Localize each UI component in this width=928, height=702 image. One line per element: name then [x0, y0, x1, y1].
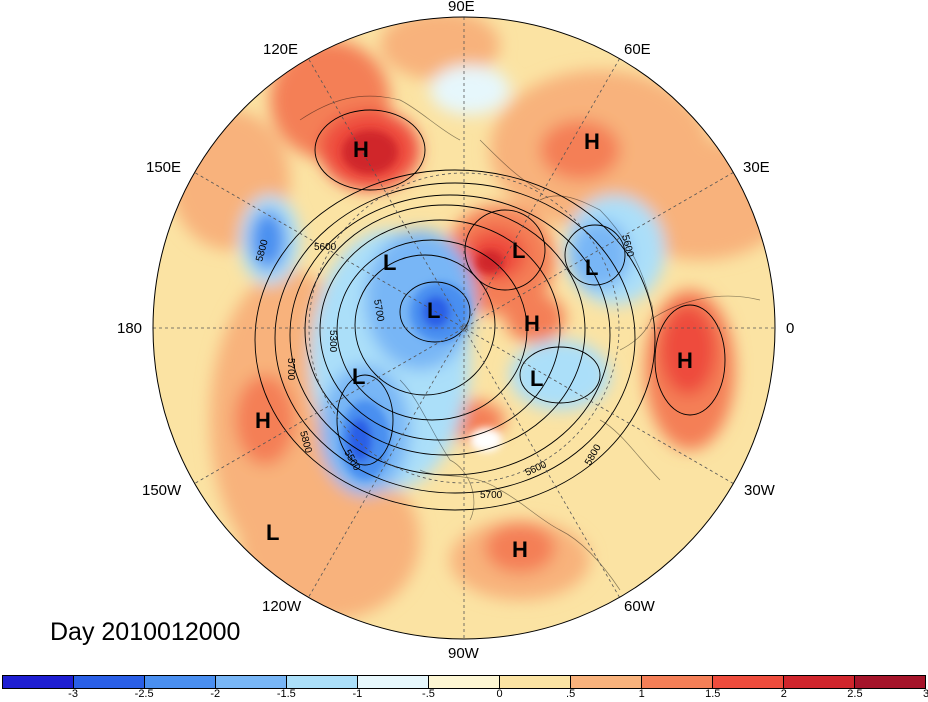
coastlines [299, 95, 761, 591]
low-pressure-center: L [530, 366, 543, 391]
longitude-label: 120W [262, 598, 302, 615]
high-pressure-center: H [677, 348, 693, 373]
high-pressure-center: H [512, 537, 528, 562]
colorbar-swatch [145, 676, 216, 688]
longitude-label: 0 [786, 320, 795, 337]
colorbar-swatch [784, 676, 855, 688]
graticule [153, 17, 775, 639]
colorbar-swatch [642, 676, 713, 688]
high-pressure-center: H [255, 408, 271, 433]
colorbar-swatch [74, 676, 145, 688]
colorbar-tick-label: 0 [496, 688, 503, 700]
high-pressure-center: H [584, 129, 600, 154]
longitude-label: 150W [142, 482, 182, 499]
contour-label: 5700 [371, 299, 386, 323]
anomaly-field [153, 17, 775, 639]
map-boundary [152, 16, 776, 640]
low-pressure-center: L [383, 250, 396, 275]
low-pressure-center: L [585, 255, 598, 280]
longitude-label: 30E [743, 159, 770, 176]
colorbar-tick-label: 1.5 [705, 688, 721, 700]
longitude-label: 60E [624, 41, 651, 58]
colorbar-tick-label: 1 [638, 688, 645, 700]
contour-label: 5700 [285, 358, 296, 381]
low-pressure-center: L [512, 238, 525, 263]
colorbar-tick-label: -2.5 [134, 688, 154, 700]
colorbar-tick-label: -2 [210, 688, 221, 700]
longitude-label: 150E [146, 159, 182, 176]
colorbar-tick-label: -1 [352, 688, 363, 700]
date-title: Day 2010012000 [50, 618, 241, 646]
height-contours [254, 109, 726, 511]
low-pressure-center: L [352, 364, 365, 389]
longitude-label: 120E [263, 41, 299, 58]
colorbar-swatch [216, 676, 287, 688]
low-pressure-center: L [427, 298, 440, 323]
contour-label: 5300 [327, 330, 338, 353]
longitude-label: 90E [448, 0, 475, 15]
colorbar-tick-label: -3 [68, 688, 78, 700]
colorbar-swatch [571, 676, 642, 688]
colorbar-tick-label: .5 [566, 688, 576, 700]
longitude-label: 90W [448, 645, 479, 662]
longitude-label: 30W [744, 482, 775, 499]
high-pressure-center: H [353, 137, 369, 162]
colorbar-tick-label: 3 [922, 688, 928, 700]
contour-label: 5700 [480, 490, 503, 501]
colorbar-tick-label: 2.5 [847, 688, 863, 700]
colorbar-swatch [500, 676, 571, 688]
colorbar-tick-label: -1.5 [276, 688, 296, 700]
colorbar-tick-label: 2 [780, 688, 787, 700]
colorbar [2, 675, 926, 689]
longitude-label: 60W [624, 598, 655, 615]
colorbar-swatch [3, 676, 74, 688]
colorbar-swatch [287, 676, 358, 688]
longitude-label: 180 [117, 320, 143, 337]
contour-label: 5600 [314, 242, 337, 253]
colorbar-tick-label: -.5 [422, 688, 435, 700]
colorbar-swatch [855, 676, 925, 688]
pressure-center-group: H H L L L L H L L H H L H [255, 129, 693, 562]
colorbar-swatch [429, 676, 500, 688]
colorbar-swatch [713, 676, 784, 688]
high-pressure-center: H [524, 311, 540, 336]
low-pressure-center: L [266, 520, 279, 545]
colorbar-swatch [358, 676, 429, 688]
